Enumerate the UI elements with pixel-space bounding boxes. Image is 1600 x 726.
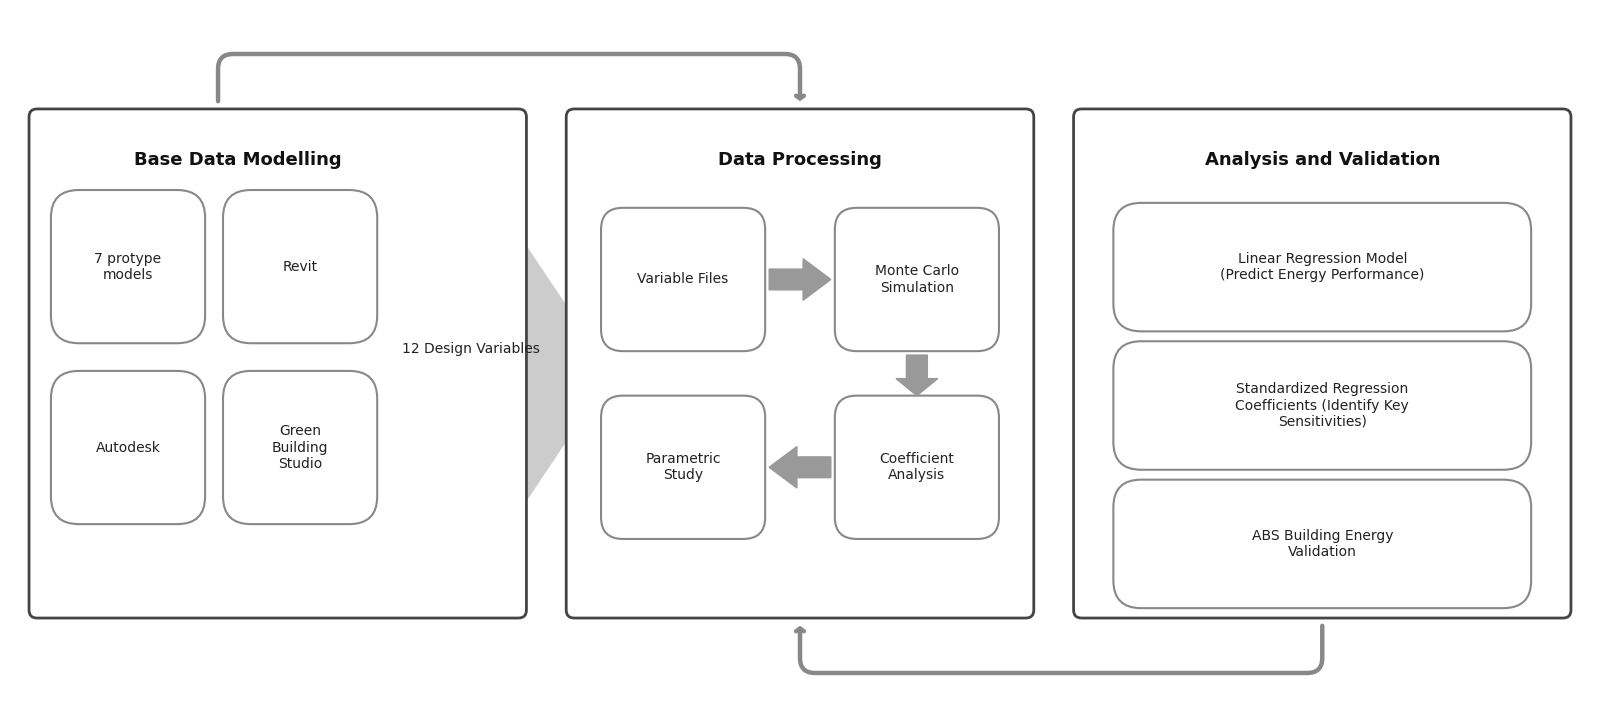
FancyBboxPatch shape bbox=[566, 109, 1034, 618]
Text: Autodesk: Autodesk bbox=[96, 441, 160, 454]
Text: Parametric
Study: Parametric Study bbox=[645, 452, 722, 482]
Text: 7 protype
models: 7 protype models bbox=[94, 251, 162, 282]
Text: Green
Building
Studio: Green Building Studio bbox=[272, 424, 328, 470]
Text: Variable Files: Variable Files bbox=[637, 272, 728, 287]
FancyBboxPatch shape bbox=[835, 396, 998, 539]
FancyBboxPatch shape bbox=[835, 208, 998, 351]
FancyBboxPatch shape bbox=[1114, 341, 1531, 470]
FancyBboxPatch shape bbox=[51, 371, 205, 524]
Text: 12 Design Variables: 12 Design Variables bbox=[402, 342, 539, 356]
Text: Revit: Revit bbox=[283, 260, 318, 274]
Text: Coefficient
Analysis: Coefficient Analysis bbox=[880, 452, 954, 482]
Text: Monte Carlo
Simulation: Monte Carlo Simulation bbox=[875, 264, 958, 295]
FancyBboxPatch shape bbox=[1114, 203, 1531, 331]
Text: Data Processing: Data Processing bbox=[718, 151, 882, 169]
Text: Analysis and Validation: Analysis and Validation bbox=[1205, 151, 1440, 169]
FancyBboxPatch shape bbox=[1074, 109, 1571, 618]
FancyBboxPatch shape bbox=[222, 190, 378, 343]
Text: Linear Regression Model
(Predict Energy Performance): Linear Regression Model (Predict Energy … bbox=[1221, 252, 1424, 282]
FancyBboxPatch shape bbox=[1114, 480, 1531, 608]
FancyBboxPatch shape bbox=[222, 371, 378, 524]
FancyArrow shape bbox=[386, 245, 611, 502]
FancyBboxPatch shape bbox=[29, 109, 526, 618]
Text: Standardized Regression
Coefficients (Identify Key
Sensitivities): Standardized Regression Coefficients (Id… bbox=[1235, 383, 1410, 429]
FancyArrow shape bbox=[896, 355, 938, 396]
FancyArrow shape bbox=[770, 258, 830, 301]
FancyBboxPatch shape bbox=[602, 396, 765, 539]
FancyBboxPatch shape bbox=[602, 208, 765, 351]
Text: Base Data Modelling: Base Data Modelling bbox=[134, 151, 342, 169]
FancyBboxPatch shape bbox=[51, 190, 205, 343]
FancyArrow shape bbox=[770, 446, 830, 488]
Text: ABS Building Energy
Validation: ABS Building Energy Validation bbox=[1251, 529, 1394, 559]
